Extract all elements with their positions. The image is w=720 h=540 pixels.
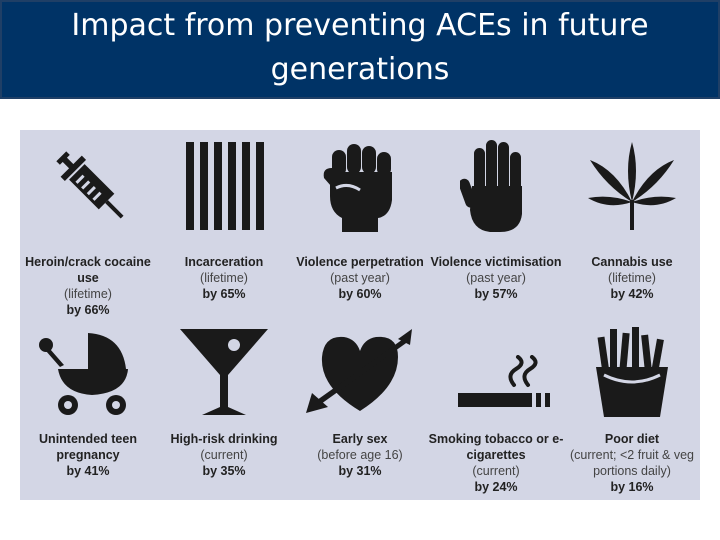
- page-title: Impact from preventing ACEs in future ge…: [71, 8, 649, 87]
- item-name: Poor diet: [604, 432, 660, 446]
- item-name: Unintended teen pregnancy: [39, 432, 137, 462]
- item-label: Poor diet (current; <2 fruit & veg porti…: [564, 431, 700, 495]
- item-qualifier: (lifetime): [608, 271, 656, 285]
- cigarette-icon: [458, 355, 550, 407]
- item-qualifier: (lifetime): [64, 287, 112, 301]
- item-name: Smoking tobacco or e-cigarettes: [428, 432, 564, 462]
- prison-bars-icon: [186, 142, 264, 230]
- item-early-sex: Early sex (before age 16) by 31%: [292, 315, 428, 500]
- title-bar: Impact from preventing ACEs in future ge…: [0, 0, 720, 99]
- item-percentage: by 57%: [474, 287, 518, 301]
- item-name: Violence victimisation: [430, 255, 562, 269]
- pram-icon: [39, 333, 128, 415]
- infographic-panel: Heroin/crack cocaine use (lifetime) by 6…: [20, 130, 700, 500]
- item-qualifier: (past year): [330, 271, 390, 285]
- item-violence-perpetration: Violence perpetration (past year) by 60%: [292, 130, 428, 315]
- item-percentage: by 16%: [610, 480, 654, 494]
- item-incarceration: Incarceration (lifetime) by 65%: [156, 130, 292, 315]
- item-qualifier: (past year): [466, 271, 526, 285]
- item-label: Incarceration (lifetime) by 65%: [156, 254, 292, 302]
- item-name: Incarceration: [184, 255, 264, 269]
- item-percentage: by 60%: [338, 287, 382, 301]
- item-name: Cannabis use: [591, 255, 673, 269]
- item-name: Early sex: [332, 432, 388, 446]
- item-percentage: by 65%: [202, 287, 246, 301]
- item-percentage: by 41%: [66, 464, 110, 478]
- item-teen-pregnancy: Unintended teen pregnancy by 41%: [20, 315, 156, 500]
- item-name: Violence perpetration: [296, 255, 424, 269]
- item-percentage: by 42%: [610, 287, 654, 301]
- item-percentage: by 35%: [202, 464, 246, 478]
- cannabis-leaf-icon: [588, 142, 676, 230]
- item-poor-diet: Poor diet (current; <2 fruit & veg porti…: [564, 315, 700, 500]
- item-label: Cannabis use (lifetime) by 42%: [564, 254, 700, 302]
- fries-icon: [596, 327, 668, 417]
- item-label: Early sex (before age 16) by 31%: [292, 431, 428, 479]
- raised-hand-icon: [460, 140, 522, 232]
- item-label: Violence victimisation (past year) by 57…: [428, 254, 564, 302]
- item-qualifier: (current): [200, 448, 248, 462]
- item-name: High-risk drinking: [170, 432, 278, 446]
- item-qualifier: (lifetime): [200, 271, 248, 285]
- heart-arrow-icon: [306, 329, 412, 413]
- item-high-risk-drinking: High-risk drinking (current) by 35%: [156, 315, 292, 500]
- item-qualifier: (before age 16): [317, 448, 403, 462]
- item-name: Heroin/crack cocaine use: [25, 255, 151, 285]
- item-label: Violence perpetration (past year) by 60%: [292, 254, 428, 302]
- item-percentage: by 24%: [474, 480, 518, 494]
- item-percentage: by 66%: [66, 303, 110, 317]
- item-label: Smoking tobacco or e-cigarettes (current…: [428, 431, 564, 495]
- item-cannabis: Cannabis use (lifetime) by 42%: [564, 130, 700, 315]
- item-percentage: by 31%: [338, 464, 382, 478]
- item-heroin: Heroin/crack cocaine use (lifetime) by 6…: [20, 130, 156, 318]
- item-label: Unintended teen pregnancy by 41%: [20, 431, 156, 479]
- item-smoking: Smoking tobacco or e-cigarettes (current…: [428, 315, 564, 500]
- cocktail-glass-icon: [180, 329, 268, 415]
- fist-icon: [323, 144, 392, 232]
- item-qualifier: (current): [472, 464, 520, 478]
- syringe-icon: [56, 151, 124, 219]
- item-label: Heroin/crack cocaine use (lifetime) by 6…: [20, 254, 156, 318]
- item-qualifier: (current; <2 fruit & veg portions daily): [569, 448, 694, 478]
- item-violence-victimisation: Violence victimisation (past year) by 57…: [428, 130, 564, 315]
- item-label: High-risk drinking (current) by 35%: [156, 431, 292, 479]
